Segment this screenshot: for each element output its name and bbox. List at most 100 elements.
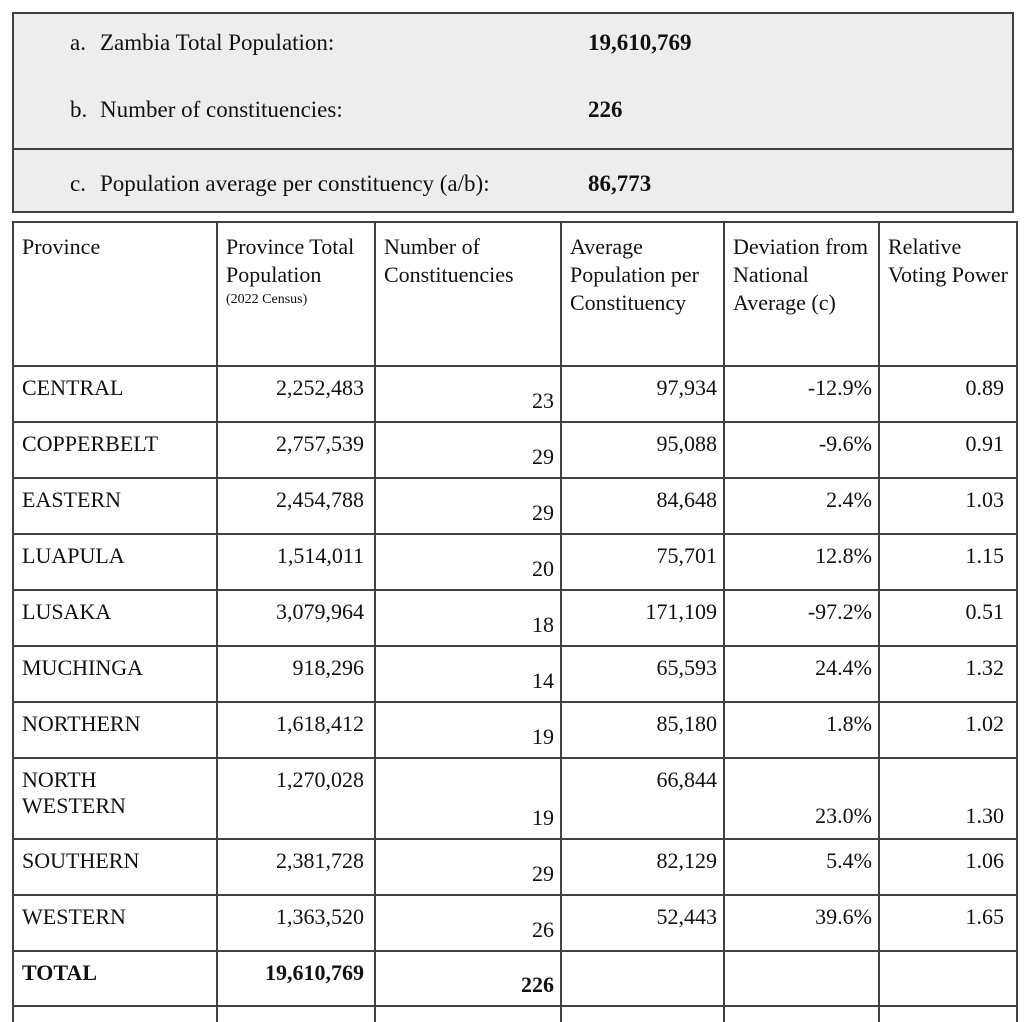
summary-value: 19,610,769 — [588, 30, 692, 55]
avg-population-cell: 52,443 — [560, 894, 725, 952]
voting-power-cell: 1.03 — [878, 477, 1018, 535]
deviation-cell: 5.4% — [723, 838, 880, 896]
table-row: CENTRAL 2,252,483 23 97,934 -12.9% 0.89 — [12, 365, 1018, 423]
table-row: NORTHERN 1,618,412 19 85,180 1.8% 1.02 — [12, 701, 1018, 759]
avg-population-cell: 82,129 — [560, 838, 725, 896]
table-row: WESTERN 1,363,520 26 52,443 39.6% 1.65 — [12, 894, 1018, 952]
total-constituencies-cell: 226 — [374, 950, 562, 1007]
constituencies-cell: 23 — [374, 365, 562, 423]
avg-population-cell: 85,180 — [560, 701, 725, 759]
table-row: EASTERN 2,454,788 29 84,648 2.4% 1.03 — [12, 477, 1018, 535]
avg-population-cell: 95,088 — [560, 421, 725, 479]
header-deviation: Deviation from National Average (c) — [723, 221, 880, 367]
header-voting-power: Relative Voting Power — [878, 221, 1018, 367]
summary-key: b. — [70, 97, 88, 122]
voting-power-cell: 1.02 — [878, 701, 1018, 759]
constituencies-cell: 19 — [374, 701, 562, 759]
voting-power-cell: 1.65 — [878, 894, 1018, 952]
table-header-row: Province Province Total Population (2022… — [12, 221, 1018, 367]
constituencies-cell: 18 — [374, 589, 562, 647]
total-avg-population-cell — [560, 950, 725, 1007]
summary-key: a. — [70, 30, 86, 55]
constituencies-cell: 29 — [374, 477, 562, 535]
deviation-cell: 2.4% — [723, 477, 880, 535]
header-total-population: Province Total Population (2022 Census) — [216, 221, 376, 367]
deviation-cell: 23.0% — [723, 757, 880, 840]
constituencies-cell: 20 — [374, 533, 562, 591]
table-row: COPPERBELT 2,757,539 29 95,088 -9.6% 0.9… — [12, 421, 1018, 479]
province-cell: CENTRAL — [12, 365, 218, 423]
summary-label: Number of constituencies: — [100, 97, 343, 122]
province-cell: NORTH WESTERN — [12, 757, 218, 840]
province-table: Province Province Total Population (2022… — [12, 221, 1018, 1022]
province-cell: LUAPULA — [12, 533, 218, 591]
table-row: SOUTHERN 2,381,728 29 82,129 5.4% 1.06 — [12, 838, 1018, 896]
population-cell: 2,252,483 — [216, 365, 376, 423]
avg-population-cell: 97,934 — [560, 365, 725, 423]
province-cell: SOUTHERN — [12, 838, 218, 896]
total-label-cell: TOTAL — [12, 950, 218, 1007]
deviation-cell: -97.2% — [723, 589, 880, 647]
constituencies-cell: 26 — [374, 894, 562, 952]
avg-population-cell: 66,844 — [560, 757, 725, 840]
summary-label: Population average per constituency (a/b… — [100, 171, 490, 196]
table-row: LUAPULA 1,514,011 20 75,701 12.8% 1.15 — [12, 533, 1018, 591]
total-voting-power-cell — [878, 950, 1018, 1007]
province-cell: WESTERN — [12, 894, 218, 952]
province-cell: MUCHINGA — [12, 645, 218, 703]
avg-population-cell: 84,648 — [560, 477, 725, 535]
header-total-population-label: Province Total Population — [226, 234, 355, 288]
avg-population-cell: 65,593 — [560, 645, 725, 703]
voting-power-cell: 1.15 — [878, 533, 1018, 591]
table-row: MUCHINGA 918,296 14 65,593 24.4% 1.32 — [12, 645, 1018, 703]
total-population-cell: 19,610,769 — [216, 950, 376, 1007]
summary-value: 226 — [588, 97, 623, 122]
population-cell: 2,454,788 — [216, 477, 376, 535]
header-constituencies: Number of Constituencies — [374, 221, 562, 367]
voting-power-cell: 1.30 — [878, 757, 1018, 840]
table-row: NORTH WESTERN 1,270,028 19 66,844 23.0% … — [12, 757, 1018, 840]
voting-power-cell: 1.06 — [878, 838, 1018, 896]
summary-box-ab — [12, 12, 1014, 150]
table-row: LUSAKA 3,079,964 18 171,109 -97.2% 0.51 — [12, 589, 1018, 647]
header-avg-population: Average Population per Constituency — [560, 221, 725, 367]
population-cell: 3,079,964 — [216, 589, 376, 647]
voting-power-cell: 0.91 — [878, 421, 1018, 479]
summary-box-c — [12, 148, 1014, 213]
population-cell: 1,514,011 — [216, 533, 376, 591]
deviation-cell: 24.4% — [723, 645, 880, 703]
header-province: Province — [12, 221, 218, 367]
deviation-cell: -12.9% — [723, 365, 880, 423]
table-total-row: TOTAL 19,610,769 226 — [12, 950, 1018, 1007]
province-cell: NORTHERN — [12, 701, 218, 759]
population-cell: 1,618,412 — [216, 701, 376, 759]
population-cell: 918,296 — [216, 645, 376, 703]
avg-population-cell: 75,701 — [560, 533, 725, 591]
population-cell: 2,381,728 — [216, 838, 376, 896]
population-cell: 1,363,520 — [216, 894, 376, 952]
constituencies-cell: 14 — [374, 645, 562, 703]
voting-power-cell: 0.89 — [878, 365, 1018, 423]
population-cell: 1,270,028 — [216, 757, 376, 840]
clipped-row — [12, 1005, 1018, 1022]
constituencies-cell: 29 — [374, 421, 562, 479]
population-cell: 2,757,539 — [216, 421, 376, 479]
deviation-cell: 12.8% — [723, 533, 880, 591]
deviation-cell: -9.6% — [723, 421, 880, 479]
summary-value: 86,773 — [588, 171, 652, 196]
voting-power-cell: 1.32 — [878, 645, 1018, 703]
constituencies-cell: 19 — [374, 757, 562, 840]
constituencies-cell: 29 — [374, 838, 562, 896]
total-deviation-cell — [723, 950, 880, 1007]
province-cell: EASTERN — [12, 477, 218, 535]
deviation-cell: 39.6% — [723, 894, 880, 952]
province-cell: LUSAKA — [12, 589, 218, 647]
summary-key: c. — [70, 171, 86, 196]
avg-population-cell: 171,109 — [560, 589, 725, 647]
summary-label: Zambia Total Population: — [100, 30, 335, 55]
deviation-cell: 1.8% — [723, 701, 880, 759]
voting-power-cell: 0.51 — [878, 589, 1018, 647]
province-cell: COPPERBELT — [12, 421, 218, 479]
header-census-note: (2022 Census) — [226, 292, 308, 308]
